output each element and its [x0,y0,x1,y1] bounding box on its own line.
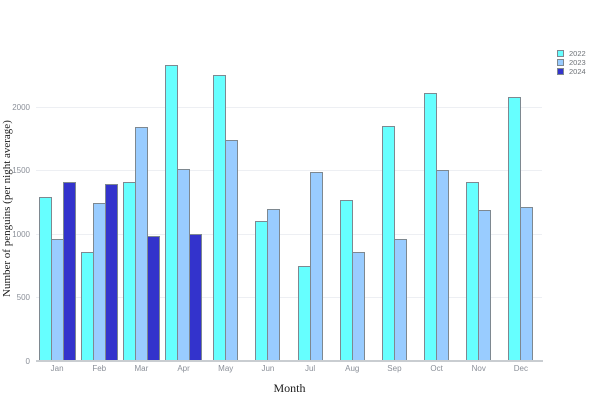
x-tick-label-sep: Sep [387,364,402,373]
x-tick-label-apr: Apr [177,364,190,373]
bar-group-aug [331,56,373,361]
legend-swatch-2023 [557,59,564,66]
plot-area [36,56,542,361]
bar-oct-2023[interactable] [436,170,450,361]
legend-label-2023: 2023 [569,58,586,67]
y-tick-label: 2000 [12,102,30,112]
y-tick-label: 1000 [12,229,30,239]
y-tick-label: 1500 [12,166,30,176]
legend-label-2024: 2024 [569,67,586,76]
bar-apr-2024[interactable] [189,233,203,361]
bar-group-oct [416,56,458,361]
gridline [36,233,542,235]
x-tick-label-jan: Jan [50,364,64,373]
bar-group-sep [373,56,415,361]
x-tick-label-mar: Mar [134,364,149,373]
legend-swatch-2024 [557,68,564,75]
bar-jan-2024[interactable] [62,181,76,361]
x-tick-label-may: May [218,364,234,373]
legend-label-2022: 2022 [569,49,586,58]
gridline [36,297,542,299]
bar-group-jan [36,56,78,361]
x-tick-label-nov: Nov [471,364,486,373]
bar-group-may [205,56,247,361]
x-axis-title: Month [273,381,306,395]
bar-nov-2023[interactable] [478,209,492,361]
y-tick-label: 500 [16,293,30,303]
bar-group-mar [120,56,162,361]
legend-item-2023[interactable]: 2023 [557,58,586,67]
bar-mar-2024[interactable] [146,236,160,361]
bar-group-dec [500,56,542,361]
bar-may-2023[interactable] [225,139,239,361]
bar-jul-2023[interactable] [309,171,323,361]
gridline [36,170,542,172]
bar-group-jun [247,56,289,361]
y-axis-title: Number of penguins (per night average) [1,120,13,297]
bar-groups [36,56,542,361]
bar-feb-2024[interactable] [104,184,118,361]
x-tick-label-jul: Jul [304,364,316,373]
y-tick-label: 0 [25,357,30,366]
bar-jun-2023[interactable] [267,208,281,361]
gridline [36,106,542,108]
x-tick-label-feb: Feb [92,364,107,373]
x-tick-label-aug: Aug [345,364,360,373]
bar-aug-2023[interactable] [351,251,365,361]
bar-group-apr [163,56,205,361]
legend: 2022 2023 2024 [557,49,586,76]
bar-sep-2023[interactable] [393,239,407,361]
legend-item-2024[interactable]: 2024 [557,67,586,76]
x-tick-label-dec: Dec [513,364,529,373]
legend-item-2022[interactable]: 2022 [557,49,586,58]
bar-group-feb [78,56,120,361]
legend-swatch-2022 [557,50,564,57]
bar-group-nov [458,56,500,361]
x-tick-label-oct: Oct [430,364,443,373]
x-tick-label-jun: Jun [261,364,275,373]
bar-dec-2023[interactable] [520,207,534,361]
bar-group-jul [289,56,331,361]
x-axis-line [36,360,543,362]
